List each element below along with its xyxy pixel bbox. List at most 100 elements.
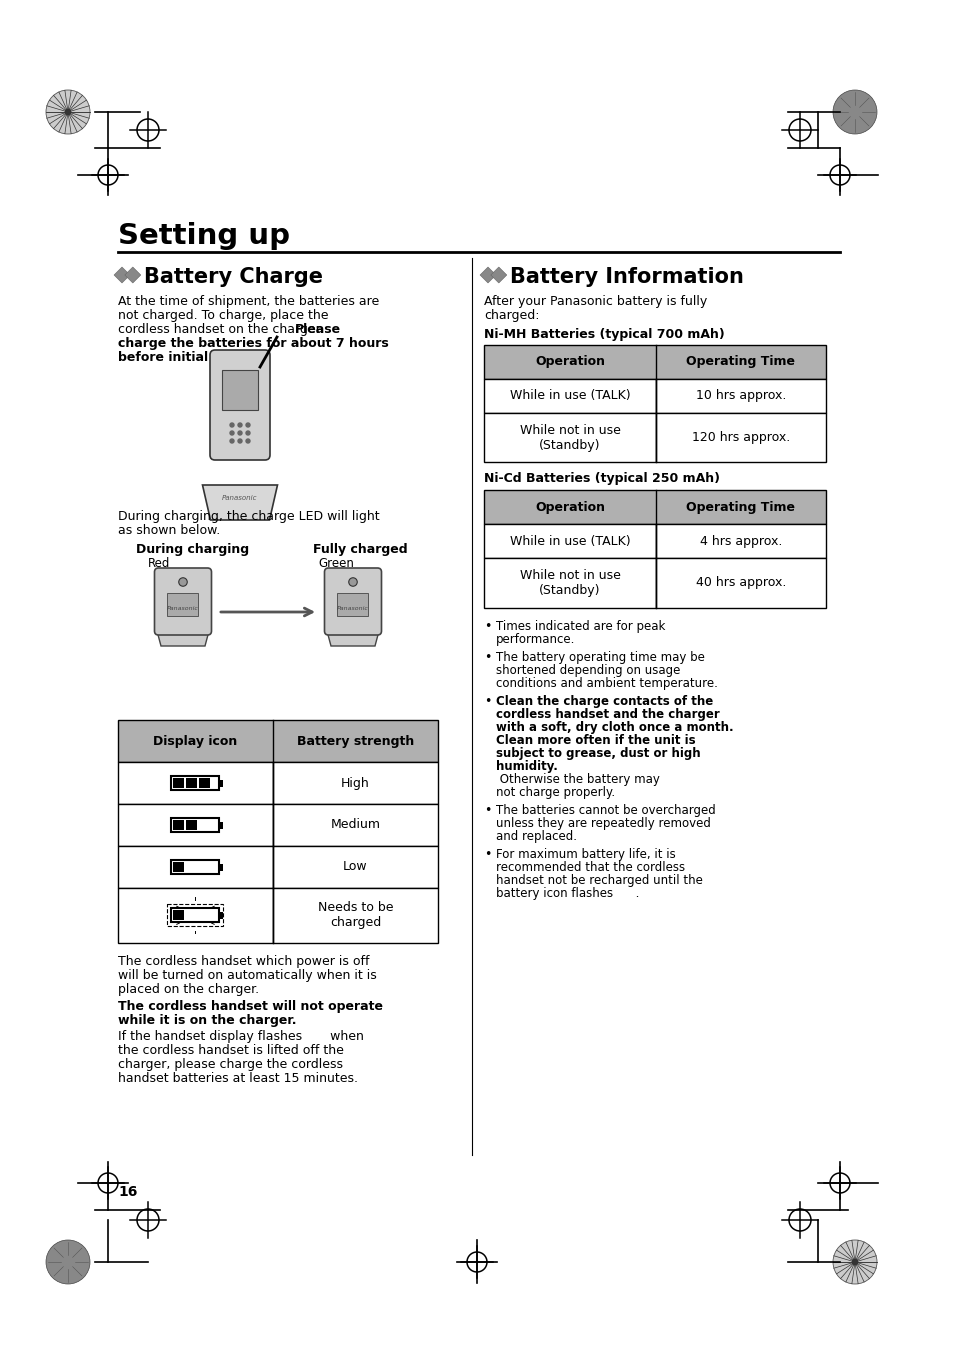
Polygon shape — [157, 631, 209, 646]
Bar — [483, 524, 656, 558]
Text: At the time of shipment, the batteries are: At the time of shipment, the batteries a… — [118, 295, 379, 308]
Text: shortened depending on usage: shortened depending on usage — [496, 663, 679, 677]
Circle shape — [46, 1240, 90, 1283]
Polygon shape — [490, 267, 506, 282]
Text: The batteries cannot be overcharged: The batteries cannot be overcharged — [496, 804, 715, 816]
Bar — [273, 846, 437, 888]
Text: Operating Time: Operating Time — [686, 501, 795, 513]
Text: cordless handset and the charger: cordless handset and the charger — [496, 708, 719, 720]
Text: Needs to be
charged: Needs to be charged — [317, 901, 393, 929]
Text: before initial use.: before initial use. — [118, 351, 242, 363]
Text: will be turned on automatically when it is: will be turned on automatically when it … — [118, 969, 376, 982]
Bar — [168, 593, 198, 616]
Text: •: • — [483, 847, 491, 861]
Text: Display icon: Display icon — [153, 735, 237, 747]
Circle shape — [246, 439, 250, 443]
Bar — [483, 380, 656, 413]
Text: The cordless handset which power is off: The cordless handset which power is off — [118, 955, 369, 967]
Polygon shape — [327, 631, 378, 646]
Bar — [173, 862, 184, 871]
Text: not charged. To charge, place the: not charged. To charge, place the — [118, 309, 328, 322]
Circle shape — [246, 423, 250, 427]
Text: Low: Low — [343, 861, 368, 874]
Text: •: • — [483, 804, 491, 816]
Bar — [483, 345, 825, 380]
Text: Clean the charge contacts of the: Clean the charge contacts of the — [496, 694, 713, 708]
Text: 40 hrs approx.: 40 hrs approx. — [695, 577, 785, 589]
Circle shape — [66, 109, 71, 115]
Bar — [273, 888, 437, 943]
Polygon shape — [479, 267, 496, 282]
Text: Fully charged: Fully charged — [313, 543, 407, 557]
Circle shape — [230, 431, 233, 435]
Polygon shape — [202, 485, 277, 520]
Circle shape — [832, 91, 876, 134]
Text: the cordless handset is lifted off the: the cordless handset is lifted off the — [118, 1043, 343, 1056]
Text: charged:: charged: — [483, 309, 539, 322]
Bar — [172, 908, 219, 923]
Text: humidity.: humidity. — [496, 759, 558, 773]
Bar — [118, 804, 273, 846]
Text: subject to grease, dust or high: subject to grease, dust or high — [496, 747, 700, 759]
Text: Battery strength: Battery strength — [296, 735, 414, 747]
Text: conditions and ambient temperature.: conditions and ambient temperature. — [496, 677, 717, 689]
Text: while it is on the charger.: while it is on the charger. — [118, 1013, 296, 1027]
Polygon shape — [113, 267, 130, 282]
Text: Medium: Medium — [330, 819, 380, 831]
Text: Ni-MH Batteries (typical 700 mAh): Ni-MH Batteries (typical 700 mAh) — [483, 328, 724, 340]
Text: Battery Charge: Battery Charge — [144, 267, 323, 286]
Circle shape — [851, 1259, 857, 1265]
Bar — [172, 775, 219, 790]
Text: Operating Time: Operating Time — [686, 355, 795, 369]
Text: not charge properly.: not charge properly. — [496, 785, 615, 798]
Text: •: • — [483, 620, 491, 632]
Text: After your Panasonic battery is fully: After your Panasonic battery is fully — [483, 295, 706, 308]
Text: Please: Please — [294, 323, 341, 336]
Text: Panasonic: Panasonic — [222, 494, 257, 501]
Text: For maximum battery life, it is: For maximum battery life, it is — [496, 847, 675, 861]
Text: handset not be recharged until the: handset not be recharged until the — [496, 874, 702, 886]
Bar — [656, 524, 825, 558]
Bar — [118, 846, 273, 888]
Text: •: • — [483, 694, 491, 708]
Circle shape — [230, 439, 233, 443]
Bar — [273, 762, 437, 804]
Text: Otherwise the battery may: Otherwise the battery may — [496, 773, 659, 785]
Text: unless they are repeatedly removed: unless they are repeatedly removed — [496, 816, 710, 830]
Bar — [483, 413, 656, 462]
Text: Setting up: Setting up — [118, 222, 290, 250]
Text: Operation: Operation — [535, 501, 604, 513]
Text: Panasonic: Panasonic — [336, 607, 369, 611]
Bar — [199, 778, 211, 788]
Circle shape — [46, 91, 90, 134]
Bar — [222, 370, 257, 409]
Text: Battery Information: Battery Information — [510, 267, 743, 286]
Text: The cordless handset will not operate: The cordless handset will not operate — [118, 1000, 382, 1013]
Text: During charging, the charge LED will light: During charging, the charge LED will lig… — [118, 509, 379, 523]
Text: charge the batteries for about 7 hours: charge the batteries for about 7 hours — [118, 336, 388, 350]
Bar — [168, 904, 223, 927]
Text: Ni-Cd Batteries (typical 250 mAh): Ni-Cd Batteries (typical 250 mAh) — [483, 473, 720, 485]
Bar — [173, 820, 184, 830]
Text: High: High — [341, 777, 370, 789]
Circle shape — [237, 431, 242, 435]
Text: 120 hrs approx.: 120 hrs approx. — [691, 431, 789, 444]
Text: While in use (TALK): While in use (TALK) — [509, 535, 630, 547]
Text: performance.: performance. — [496, 632, 575, 646]
Polygon shape — [125, 267, 141, 282]
Text: cordless handset on the charger.: cordless handset on the charger. — [118, 323, 327, 336]
Text: Red: Red — [148, 557, 171, 570]
Bar — [219, 821, 223, 828]
Circle shape — [832, 1240, 876, 1283]
Bar — [219, 863, 223, 870]
Text: Times indicated are for peak: Times indicated are for peak — [496, 620, 664, 632]
FancyBboxPatch shape — [210, 350, 270, 459]
Text: The battery operating time may be: The battery operating time may be — [496, 651, 704, 663]
Text: While not in use
(Standby): While not in use (Standby) — [519, 424, 619, 451]
Bar — [219, 912, 223, 919]
Circle shape — [237, 439, 242, 443]
Bar — [186, 778, 197, 788]
Bar — [656, 380, 825, 413]
Bar — [186, 820, 197, 830]
Bar — [173, 778, 184, 788]
